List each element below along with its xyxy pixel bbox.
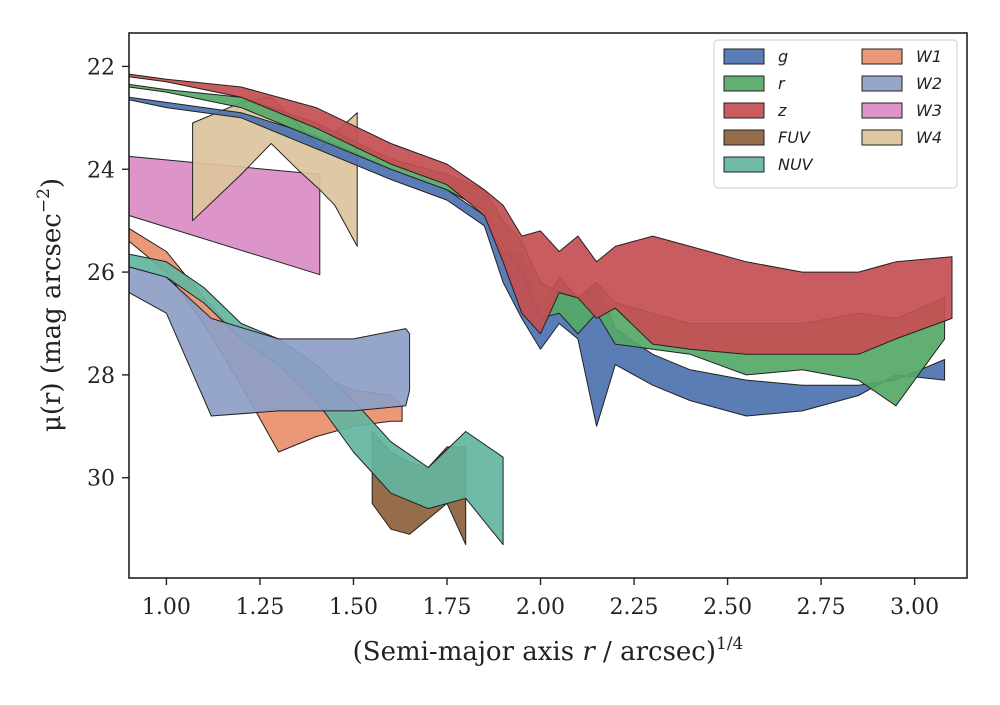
x-tick-label: 1.50 [329,595,378,620]
legend-swatch-z [723,102,765,119]
x-tick-label: 3.00 [890,595,939,620]
legend-swatch-w2 [861,75,903,92]
x-tick-label: 2.50 [703,595,752,620]
legend-swatch-w3 [861,102,903,119]
legend-label-z: z [777,101,787,120]
legend-label-g: g [778,47,788,66]
series-band-w2 [128,266,411,417]
y-axis-ticks: 22 24 26 28 30 [87,55,129,492]
legend-swatch-fuv [723,129,765,146]
legend-label-w4: W4 [916,128,942,147]
x-axis-title: (Semi-major axis r / arcsec)1/4 [353,634,744,667]
legend-swatch-nuv [723,156,765,173]
legend-label-w1: W1 [916,47,942,66]
y-tick-label: 24 [87,158,115,183]
y-tick-label: 22 [87,55,115,80]
legend-label-w3: W3 [916,101,942,120]
legend-label-r: r [778,74,786,93]
legend-swatch-r [723,75,765,92]
plot-frame [128,32,968,579]
x-tick-label: 1.25 [235,595,284,620]
y-axis-title: μ(r) (mag arcsec−2) [34,178,67,432]
x-axis-ticks: 1.00 1.25 1.50 1.75 2.00 2.25 2.50 2.75 3.00 [142,578,939,620]
legend-swatch-w1 [861,48,903,65]
series-layer [128,73,953,546]
x-tick-label: 2.75 [797,595,846,620]
legend: grz FUV NUV W1 W2 W3 W4 [713,39,958,189]
legend-swatch-g [723,48,765,65]
x-tick-label: 2.00 [516,595,565,620]
legend-swatch-w4 [861,129,903,146]
x-tick-label: 2.25 [610,595,659,620]
legend-label-nuv: NUV [778,155,814,174]
y-tick-label: 28 [87,364,115,389]
x-tick-label: 1.00 [142,595,191,620]
legend-label-fuv: FUV [778,128,811,147]
series-band-z [128,73,953,355]
y-tick-label: 30 [87,467,115,492]
legend-label-w2: W2 [916,74,942,93]
legend-items: grz FUV NUV W1 W2 W3 W4 [723,47,942,174]
x-tick-label: 1.75 [422,595,471,620]
y-tick-label: 26 [87,261,115,286]
